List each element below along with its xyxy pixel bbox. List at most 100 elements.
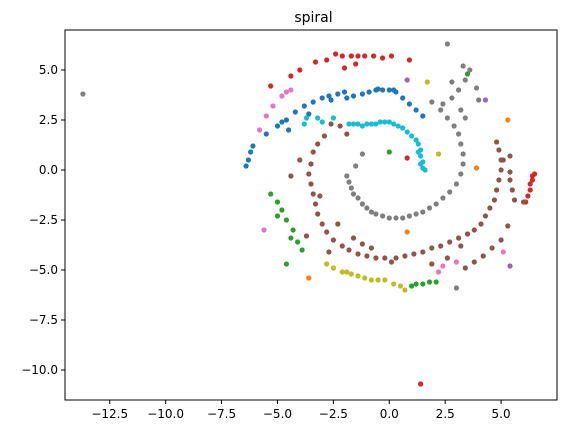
data-point [330, 115, 336, 121]
data-point [368, 245, 374, 251]
data-point [453, 181, 459, 187]
data-point [447, 189, 453, 195]
data-point [279, 119, 285, 125]
data-point [420, 209, 426, 215]
data-point [310, 99, 316, 105]
data-point [326, 93, 332, 99]
data-point [420, 281, 426, 287]
data-point [429, 99, 435, 105]
y-tick-label: 5.0 [39, 63, 58, 77]
data-point [400, 215, 406, 221]
series-1 [306, 117, 511, 281]
data-point [462, 77, 468, 83]
data-point [507, 263, 513, 269]
data-point [301, 103, 307, 109]
series-4 [404, 77, 513, 269]
data-point [344, 131, 350, 137]
data-point [532, 171, 538, 177]
series-5 [288, 121, 527, 271]
data-point [496, 147, 502, 153]
data-point [362, 53, 368, 59]
data-point [380, 87, 386, 93]
data-point [330, 237, 336, 243]
data-point [456, 235, 462, 241]
data-point [393, 255, 399, 261]
data-point [404, 129, 410, 135]
data-point [346, 247, 352, 253]
data-point [348, 271, 354, 277]
data-point [386, 119, 392, 125]
data-point [509, 187, 515, 193]
data-point [489, 245, 495, 251]
data-point [406, 213, 412, 219]
data-point [413, 107, 419, 113]
data-point [310, 149, 316, 155]
data-point [257, 127, 263, 133]
data-point [245, 157, 251, 163]
data-point [494, 187, 500, 193]
data-point [359, 201, 365, 207]
data-point [476, 97, 482, 103]
data-point [368, 121, 374, 127]
data-point [279, 93, 285, 99]
x-tick-label: −5.0 [263, 407, 292, 421]
data-point [406, 57, 412, 63]
series-3 [268, 51, 538, 387]
data-point [288, 73, 294, 79]
data-point [283, 117, 289, 123]
data-point [306, 171, 312, 177]
data-point [306, 275, 312, 281]
data-point [500, 157, 506, 163]
plot-frame [64, 29, 558, 401]
data-point [498, 237, 504, 243]
data-point [397, 283, 404, 289]
data-point [312, 201, 319, 207]
data-point [433, 279, 439, 285]
data-point [283, 217, 289, 223]
data-point [453, 285, 459, 291]
data-point [355, 273, 361, 279]
data-point [315, 211, 321, 217]
x-tick-label: −7.5 [207, 407, 236, 421]
data-point [375, 277, 381, 283]
data-point [344, 95, 350, 101]
data-point [353, 61, 359, 67]
data-point [453, 259, 459, 265]
x-tick-label: −2.5 [319, 407, 348, 421]
data-point [435, 151, 442, 157]
x-tick-label: 2.5 [436, 407, 455, 421]
data-point [366, 89, 372, 95]
data-point [297, 157, 303, 163]
data-point [373, 211, 379, 217]
data-point [491, 197, 497, 203]
data-point [315, 141, 321, 147]
data-point [480, 253, 486, 259]
data-point [449, 95, 455, 101]
y-tick-label: 2.5 [39, 113, 58, 127]
data-point [288, 235, 294, 241]
data-point [341, 65, 348, 71]
data-point [429, 245, 435, 251]
data-point [333, 51, 339, 57]
data-point [339, 269, 345, 275]
data-point [346, 121, 352, 127]
data-point [308, 161, 314, 167]
data-point [386, 149, 392, 155]
data-point [270, 103, 276, 109]
y-tick-label: −5.0 [29, 263, 58, 277]
data-point [456, 87, 462, 93]
data-point [426, 205, 433, 211]
data-point [348, 53, 354, 59]
data-point [440, 101, 446, 107]
data-point [373, 255, 379, 261]
data-point [359, 241, 365, 247]
data-point [409, 133, 415, 139]
data-point [496, 177, 502, 183]
data-point [507, 153, 513, 159]
data-point [250, 143, 256, 149]
data-point [283, 89, 289, 95]
data-point [440, 195, 446, 201]
data-point [487, 205, 493, 211]
data-point [418, 381, 424, 387]
